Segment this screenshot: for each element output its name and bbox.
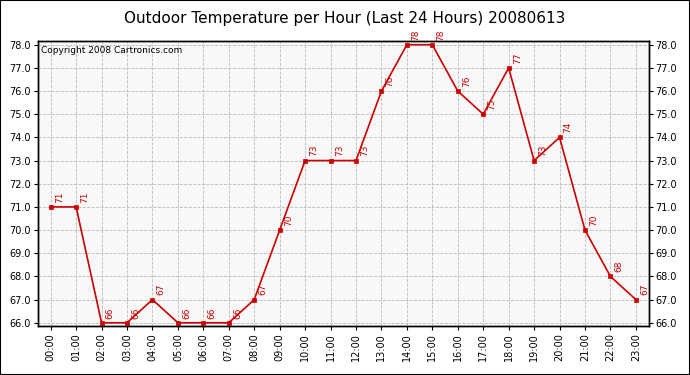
Text: 77: 77 [513, 52, 522, 64]
Text: 66: 66 [106, 307, 115, 319]
Text: 68: 68 [615, 261, 624, 272]
Text: 66: 66 [208, 307, 217, 319]
Text: 71: 71 [55, 191, 64, 203]
Text: 66: 66 [182, 307, 191, 319]
Text: 67: 67 [640, 284, 649, 296]
Text: 78: 78 [411, 29, 420, 40]
Text: 71: 71 [80, 191, 89, 203]
Text: 73: 73 [538, 145, 547, 156]
Text: 73: 73 [360, 145, 369, 156]
Text: 78: 78 [437, 29, 446, 40]
Text: 70: 70 [589, 214, 598, 226]
Text: 67: 67 [157, 284, 166, 296]
Text: 66: 66 [233, 307, 242, 319]
Text: 73: 73 [309, 145, 318, 156]
Text: 73: 73 [335, 145, 344, 156]
Text: 66: 66 [131, 307, 140, 319]
Text: 74: 74 [564, 122, 573, 133]
Text: 76: 76 [462, 75, 471, 87]
Text: 75: 75 [487, 99, 496, 110]
Text: 70: 70 [284, 214, 293, 226]
Text: 67: 67 [258, 284, 268, 296]
Text: 76: 76 [386, 75, 395, 87]
Text: Copyright 2008 Cartronics.com: Copyright 2008 Cartronics.com [41, 45, 182, 54]
Text: Outdoor Temperature per Hour (Last 24 Hours) 20080613: Outdoor Temperature per Hour (Last 24 Ho… [124, 11, 566, 26]
